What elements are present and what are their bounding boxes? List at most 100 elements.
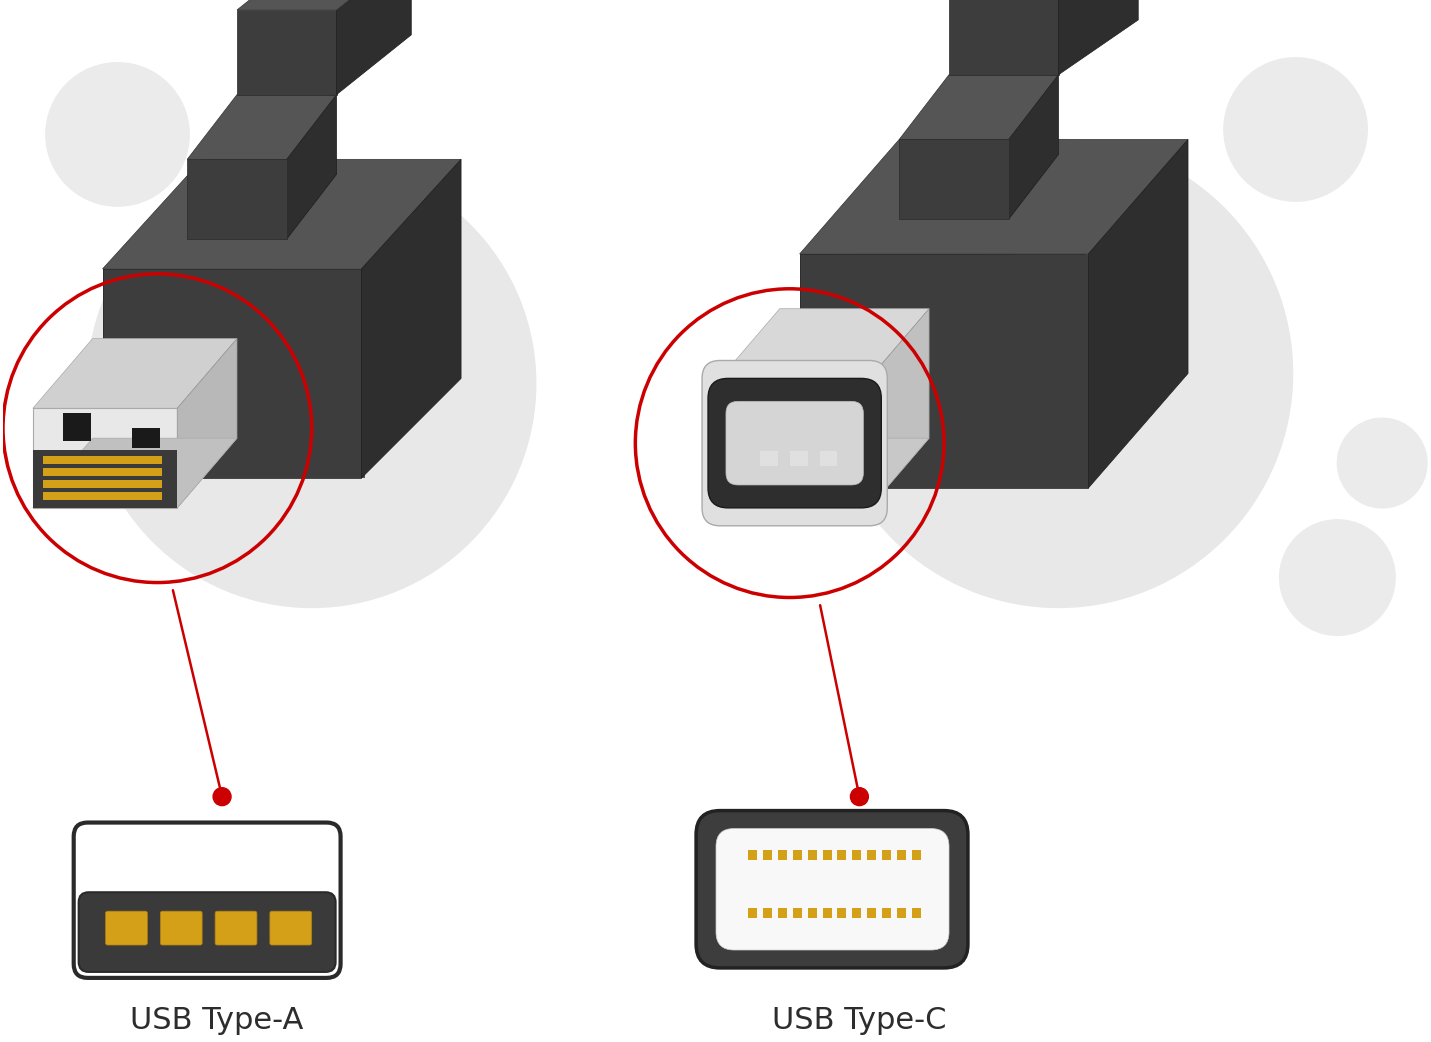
FancyBboxPatch shape	[703, 361, 887, 526]
Polygon shape	[43, 492, 162, 500]
Polygon shape	[1015, 254, 1050, 488]
Bar	[807, 850, 817, 861]
Bar	[837, 909, 847, 918]
Bar	[760, 451, 777, 466]
Bar	[133, 428, 160, 448]
FancyBboxPatch shape	[270, 911, 312, 945]
Circle shape	[1338, 418, 1427, 507]
Polygon shape	[800, 254, 836, 488]
Polygon shape	[33, 339, 238, 408]
Polygon shape	[43, 456, 162, 464]
Bar	[807, 909, 817, 918]
Bar	[853, 909, 861, 918]
Polygon shape	[43, 492, 162, 500]
Polygon shape	[103, 269, 136, 478]
Text: USB Type-C: USB Type-C	[773, 1006, 947, 1035]
Polygon shape	[979, 254, 1015, 488]
Polygon shape	[238, 10, 336, 95]
Polygon shape	[103, 269, 362, 478]
Polygon shape	[720, 308, 929, 378]
Polygon shape	[43, 456, 162, 464]
Polygon shape	[1009, 75, 1059, 219]
Bar	[883, 850, 892, 861]
Bar	[897, 850, 906, 861]
Bar	[823, 909, 831, 918]
Bar	[748, 850, 757, 861]
FancyBboxPatch shape	[726, 401, 863, 485]
FancyBboxPatch shape	[716, 828, 949, 950]
Polygon shape	[1089, 140, 1188, 488]
Bar	[837, 850, 847, 861]
Circle shape	[1224, 57, 1367, 201]
Polygon shape	[235, 269, 268, 478]
FancyBboxPatch shape	[215, 911, 258, 945]
Polygon shape	[1050, 254, 1086, 488]
Polygon shape	[870, 308, 929, 507]
Bar	[793, 909, 801, 918]
Polygon shape	[238, 0, 411, 10]
Circle shape	[213, 788, 230, 805]
Polygon shape	[800, 254, 1089, 488]
Polygon shape	[899, 140, 1009, 219]
Polygon shape	[136, 269, 169, 478]
Polygon shape	[336, 0, 411, 95]
Bar	[793, 850, 801, 861]
Polygon shape	[836, 254, 871, 488]
FancyBboxPatch shape	[695, 811, 967, 968]
Polygon shape	[43, 480, 162, 488]
Polygon shape	[949, 0, 1059, 75]
Bar	[823, 850, 831, 861]
Polygon shape	[33, 408, 177, 507]
Polygon shape	[103, 159, 461, 269]
Polygon shape	[268, 269, 299, 478]
FancyBboxPatch shape	[79, 892, 336, 972]
Bar	[912, 850, 922, 861]
FancyBboxPatch shape	[74, 822, 341, 977]
Polygon shape	[187, 95, 336, 159]
Text: USB Type-A: USB Type-A	[130, 1006, 303, 1035]
Polygon shape	[907, 254, 943, 488]
Polygon shape	[33, 438, 238, 507]
Polygon shape	[899, 75, 1059, 140]
Bar	[777, 850, 787, 861]
Polygon shape	[720, 378, 870, 507]
Bar	[867, 909, 876, 918]
Polygon shape	[33, 450, 177, 507]
FancyBboxPatch shape	[160, 911, 202, 945]
Bar	[790, 451, 807, 466]
Polygon shape	[299, 269, 332, 478]
Bar	[748, 909, 757, 918]
Bar	[867, 850, 876, 861]
Polygon shape	[43, 480, 162, 488]
Circle shape	[87, 159, 535, 607]
Circle shape	[1279, 520, 1395, 636]
Bar	[763, 850, 771, 861]
Polygon shape	[362, 159, 461, 478]
FancyBboxPatch shape	[106, 911, 147, 945]
Bar	[777, 909, 787, 918]
Bar	[897, 909, 906, 918]
Circle shape	[850, 788, 869, 805]
Polygon shape	[187, 159, 286, 239]
Polygon shape	[1059, 0, 1138, 75]
Polygon shape	[871, 254, 907, 488]
Polygon shape	[43, 468, 162, 476]
Bar	[853, 850, 861, 861]
Bar	[912, 909, 922, 918]
FancyBboxPatch shape	[708, 378, 881, 507]
Bar	[763, 909, 771, 918]
Polygon shape	[943, 254, 979, 488]
Polygon shape	[332, 269, 365, 478]
Polygon shape	[286, 95, 336, 239]
Polygon shape	[202, 269, 235, 478]
Bar	[820, 451, 837, 466]
Polygon shape	[800, 140, 1188, 254]
Bar	[883, 909, 892, 918]
Bar	[63, 414, 90, 441]
Polygon shape	[169, 269, 202, 478]
Polygon shape	[177, 339, 238, 507]
Polygon shape	[43, 468, 162, 476]
Polygon shape	[720, 438, 929, 507]
Circle shape	[824, 140, 1292, 607]
Circle shape	[46, 63, 189, 206]
